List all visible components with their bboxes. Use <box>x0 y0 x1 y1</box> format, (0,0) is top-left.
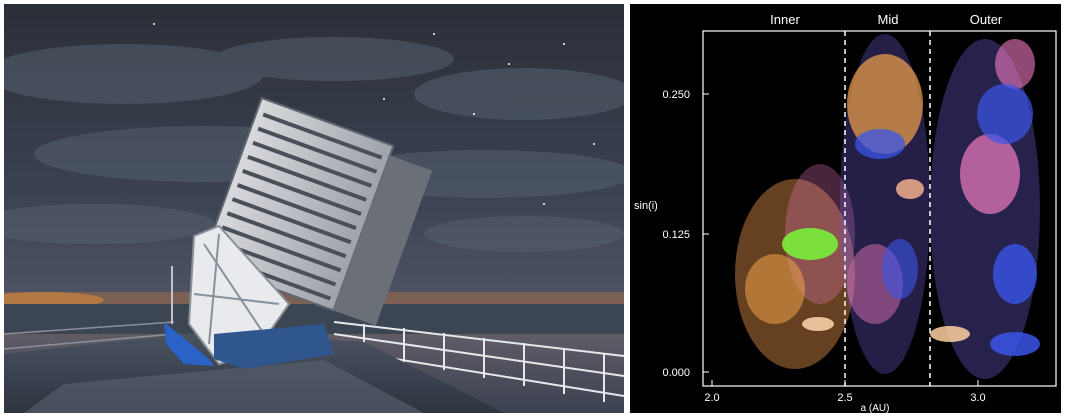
y-tick-label-0000: 0.000 <box>662 367 690 379</box>
y-tick-label-0250: 0.250 <box>662 89 690 101</box>
x-tick-label-20: 2.0 <box>704 392 719 404</box>
telescope-photo <box>4 4 624 413</box>
region-label-mid: Mid <box>878 12 899 27</box>
region-label-inner: Inner <box>770 12 800 27</box>
y-tick-label-0125: 0.125 <box>662 229 690 241</box>
deck-floor-shine <box>24 360 424 413</box>
left-fence <box>4 321 175 350</box>
base-cradle <box>214 324 334 369</box>
plot-frame <box>702 30 1057 387</box>
mount-truss <box>193 233 280 345</box>
stars <box>153 23 595 205</box>
x-axis-label: a (AU) <box>861 403 890 413</box>
y-axis-label: sin(i) <box>634 200 658 212</box>
x-tick-label-30: 3.0 <box>970 392 985 404</box>
x-ticks <box>711 380 979 386</box>
region-label-outer: Outer <box>970 12 1003 27</box>
green-cluster <box>782 228 838 260</box>
city-lights <box>4 292 104 308</box>
asteroid-distribution-plot: Inner Mid Outer sin(i) 0.250 0.125 0.000… <box>630 4 1061 413</box>
telescope-base <box>164 322 214 366</box>
scatter-points <box>735 34 1040 379</box>
x-tick-label-25: 2.5 <box>837 392 852 404</box>
y-ticks <box>703 93 709 373</box>
